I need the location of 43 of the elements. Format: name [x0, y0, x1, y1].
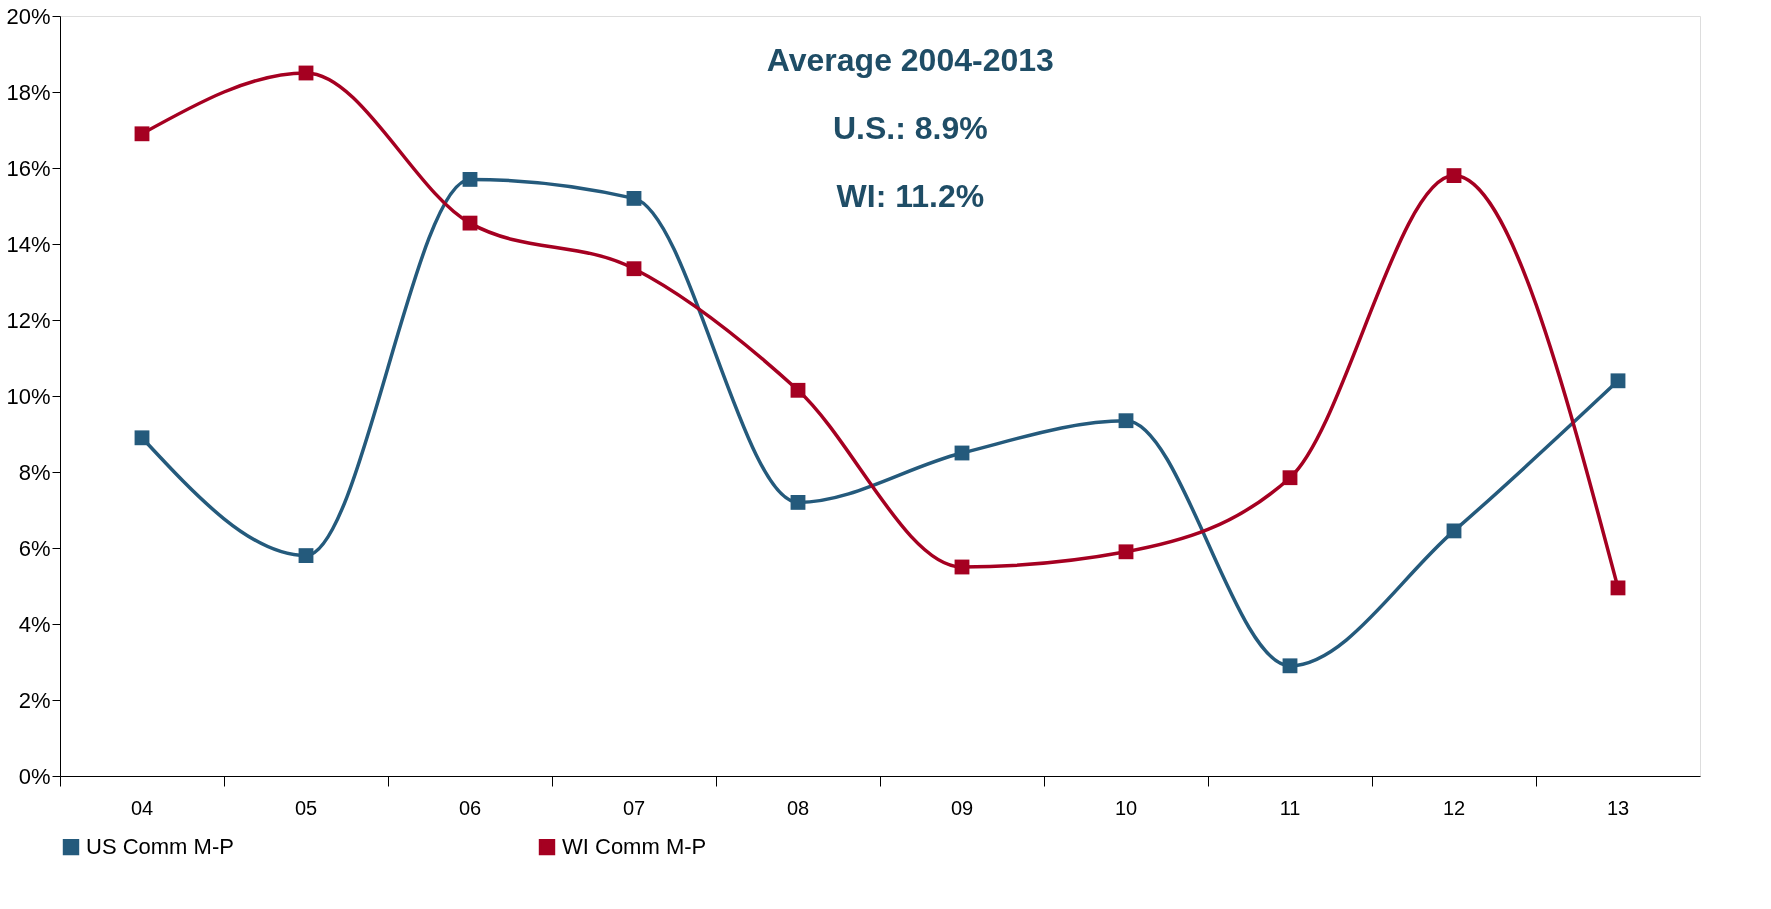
annotation: Average 2004-2013	[766, 42, 1054, 78]
y-tick-label: 10%	[6, 383, 51, 409]
y-tick-label: 4%	[18, 611, 51, 637]
point	[134, 430, 150, 446]
point	[790, 494, 806, 510]
y-tick-label: 14%	[6, 231, 51, 257]
x-tick-label: 05	[294, 796, 318, 819]
point	[1446, 168, 1462, 184]
annotation: U.S.: 8.9%	[832, 110, 988, 146]
x-tick-label: 08	[786, 796, 810, 819]
point	[1118, 544, 1134, 560]
point	[626, 190, 642, 206]
legend-label: WI Comm M-P	[562, 834, 707, 860]
y-tick-label: 16%	[6, 155, 51, 181]
x-tick-label: 11	[1279, 796, 1301, 819]
y-tick-label: 18%	[6, 79, 51, 105]
x-tick-label: 04	[130, 796, 154, 819]
x-tick-label: 09	[950, 796, 974, 819]
y-tick-label: 20%	[6, 3, 51, 29]
point	[1282, 658, 1298, 674]
point	[134, 126, 150, 142]
y-tick-label: 2%	[18, 687, 51, 713]
legend-label: US Comm M-P	[86, 834, 234, 860]
x-tick-label: 12	[1442, 796, 1466, 819]
point	[298, 548, 314, 564]
point	[1610, 373, 1626, 389]
point	[1446, 523, 1462, 539]
x-tick-label: 07	[622, 796, 646, 819]
y-tick-label: 0%	[18, 763, 51, 789]
point	[1610, 580, 1626, 596]
point	[626, 261, 642, 277]
x-tick-label: 10	[1114, 796, 1138, 819]
point	[462, 171, 478, 187]
point	[790, 382, 806, 398]
y-tick-label: 8%	[18, 459, 51, 485]
x-tick-label: 06	[458, 796, 482, 819]
annotation: WI: 11.2%	[836, 178, 985, 214]
point	[1118, 413, 1134, 429]
point	[462, 215, 478, 231]
y-tick-label: 6%	[18, 535, 51, 561]
y-tick-label: 12%	[6, 307, 51, 333]
x-tick-label: 13	[1606, 796, 1630, 819]
point	[1282, 470, 1298, 486]
